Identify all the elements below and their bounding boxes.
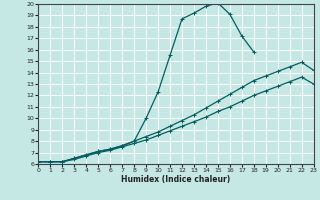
X-axis label: Humidex (Indice chaleur): Humidex (Indice chaleur): [121, 175, 231, 184]
